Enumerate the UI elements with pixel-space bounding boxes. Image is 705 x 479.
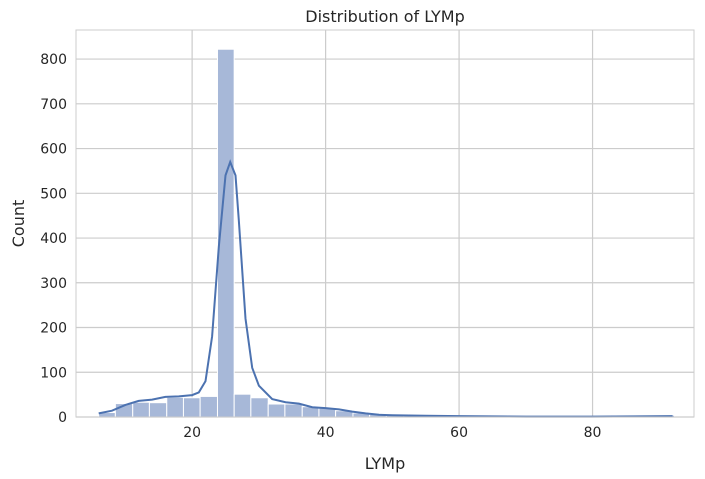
y-tick-label: 100 [40,365,67,381]
y-tick-label: 200 [40,321,67,337]
grid-lines [76,30,694,418]
y-tick-label: 700 [40,97,67,113]
y-tick-label: 400 [40,231,67,247]
y-tick-label: 300 [40,276,67,292]
histogram-bar [250,397,269,418]
y-tick-label: 500 [40,186,67,202]
histogram-bar [199,395,218,418]
kde-curve [98,159,673,418]
histogram-bar [132,401,150,418]
histogram-bar [182,397,201,418]
y-tick-label: 600 [40,142,67,158]
histogram-bar [233,393,252,418]
chart-title: Distribution of LYMp [305,7,464,26]
x-tick-label: 40 [317,425,335,441]
histogram-bar [284,403,303,418]
x-tick-label: 80 [584,425,602,441]
y-axis-ticks: 0 100 200 300 400 500 600 700 800 [40,52,67,426]
histogram-bar [148,402,168,418]
y-tick-label: 800 [40,52,67,68]
x-axis-ticks: 20 40 60 80 [183,425,601,441]
y-axis-title: Count [9,200,28,248]
histogram-bar [166,396,184,418]
histogram-bar [267,403,286,418]
x-tick-label: 60 [450,425,468,441]
x-axis-title: LYMp [365,454,406,473]
plot-area [75,29,695,418]
x-tick-label: 20 [183,425,201,441]
y-tick-label: 0 [58,410,67,426]
